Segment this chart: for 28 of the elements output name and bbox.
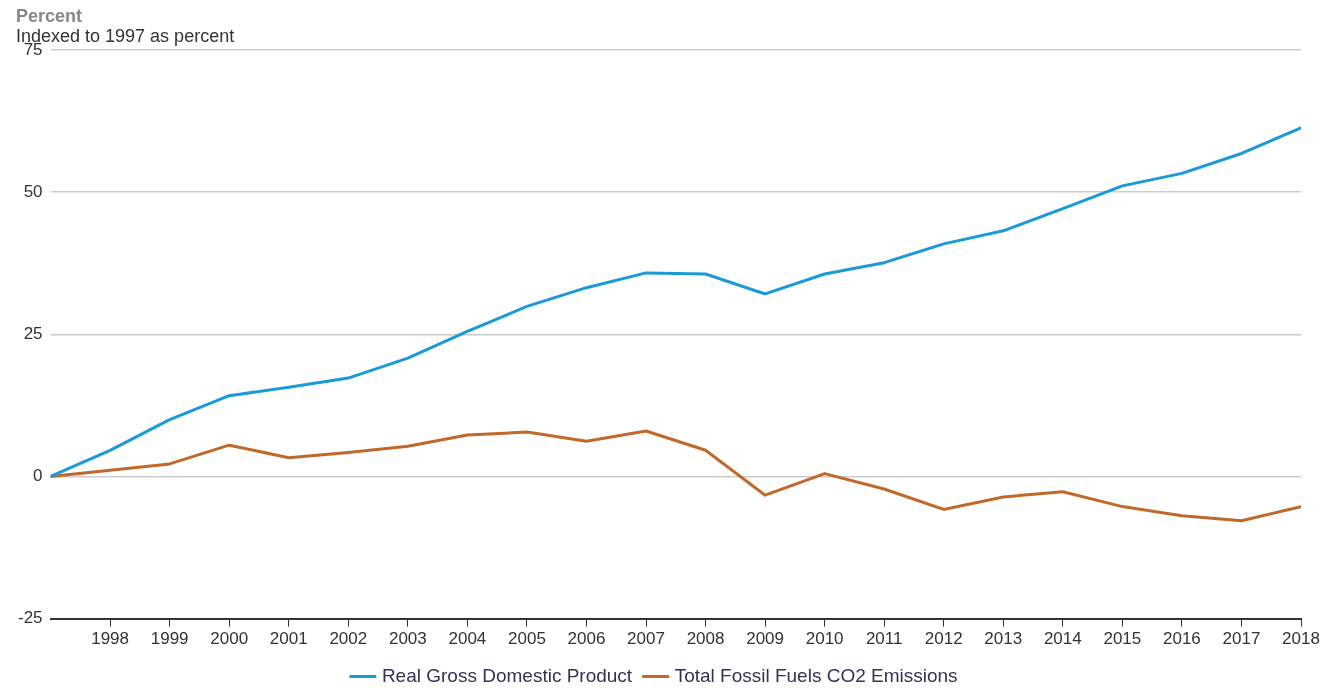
x-tick-label: 2000 <box>210 629 249 649</box>
x-tick-label: 2010 <box>805 629 844 649</box>
x-tick-label: 2014 <box>1043 629 1082 649</box>
x-tick-label: 2008 <box>686 629 725 649</box>
x-tick-label: 2007 <box>627 629 665 649</box>
legend-label: Real Gross Domestic Product <box>381 664 633 686</box>
x-tick-label: 2006 <box>567 629 606 649</box>
x-tick-label: 2009 <box>746 629 785 649</box>
y-axis-title: Percent <box>16 6 84 26</box>
x-tick-label: 2004 <box>448 629 487 649</box>
x-tick-label: 2001 <box>269 629 308 649</box>
x-tick-label: 2011 <box>865 629 903 649</box>
x-tick-label: 2002 <box>329 629 368 649</box>
y-tick-label: 50 <box>23 181 43 201</box>
x-tick-label: 2015 <box>1103 629 1142 649</box>
legend-label: Total Fossil Fuels CO2 Emissions <box>674 664 958 686</box>
y-tick-label: 0 <box>33 466 43 486</box>
x-tick-label: 2005 <box>508 629 546 649</box>
x-tick-label: 2017 <box>1222 629 1261 649</box>
x-tick-label: 1999 <box>150 629 189 649</box>
x-tick-label: 2013 <box>984 629 1023 649</box>
y-tick-label: 25 <box>23 323 43 343</box>
x-tick-label: 2018 <box>1282 629 1320 649</box>
x-tick-label: 2016 <box>1163 629 1201 649</box>
x-tick-label: 1998 <box>91 629 130 649</box>
y-tick-label: -25 <box>17 608 43 628</box>
x-tick-label: 2012 <box>924 629 963 649</box>
x-tick-label: 2003 <box>388 629 427 649</box>
